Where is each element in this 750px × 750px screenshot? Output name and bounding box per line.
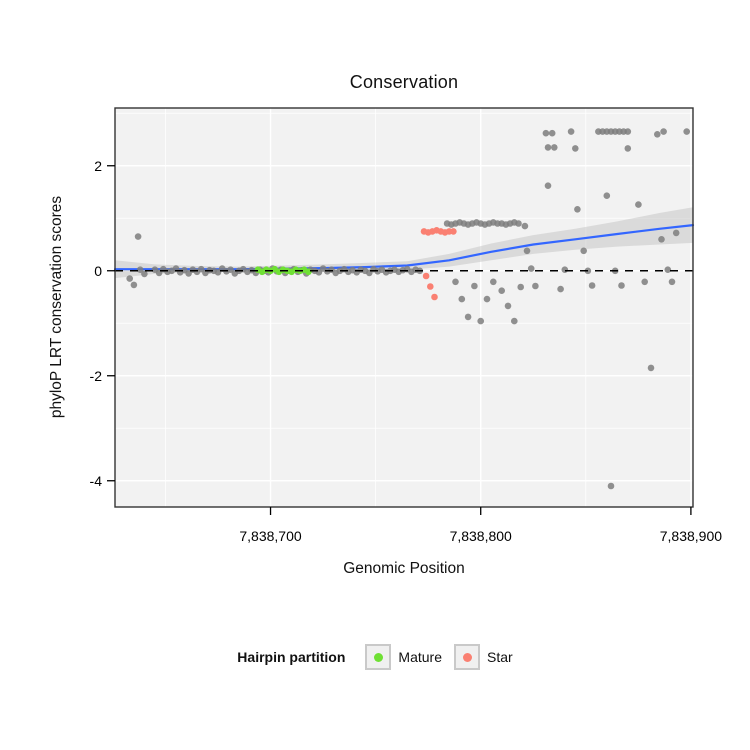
- svg-text:7,838,800: 7,838,800: [450, 528, 512, 544]
- svg-text:7,838,900: 7,838,900: [660, 528, 722, 544]
- legend-key-star: [454, 644, 480, 670]
- x-axis-label: Genomic Position: [343, 560, 465, 577]
- svg-text:0: 0: [94, 263, 102, 279]
- legend-item-mature: Mature: [365, 644, 442, 670]
- legend-label-star: Star: [487, 649, 513, 665]
- chart-title: Conservation: [349, 72, 459, 92]
- svg-text:-4: -4: [90, 473, 103, 489]
- svg-text:7,838,700: 7,838,700: [239, 528, 301, 544]
- star-dot-icon: [462, 652, 472, 662]
- svg-text:-2: -2: [90, 368, 103, 384]
- legend: Hairpin partition Mature Star: [0, 644, 750, 670]
- legend-title: Hairpin partition: [237, 649, 346, 665]
- legend-label-mature: Mature: [398, 649, 442, 665]
- legend-key-mature: [365, 644, 392, 670]
- mature-dot-icon: [373, 652, 383, 662]
- svg-text:2: 2: [94, 158, 102, 174]
- legend-item-star: Star: [454, 644, 513, 670]
